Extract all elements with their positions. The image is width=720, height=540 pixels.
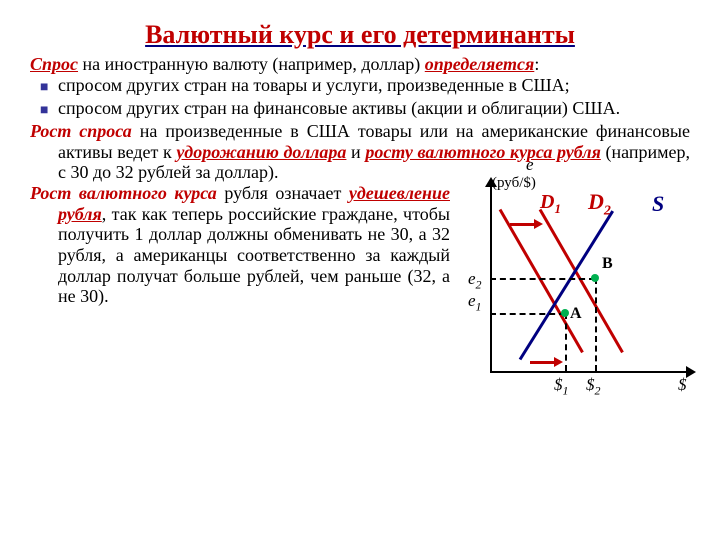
label-x2: $2 [586,375,601,398]
chart: e (руб/$) $ D1 D2 S [460,183,690,393]
lead-spros: Спрос [30,54,78,74]
x-axis [490,371,690,373]
page-title: Валютный курс и его детерминанты [30,20,690,50]
bottom-row: Рост валютного курса рубля означает удеш… [30,183,690,393]
point-a [561,309,569,317]
paragraph-3: Рост валютного курса рубля означает удеш… [30,183,450,393]
label-x1: $1 [554,375,569,398]
point-b [591,274,599,282]
label-point-a: А [570,305,582,323]
bullet-2: спросом других стран на финансовые актив… [58,98,690,119]
y-label-e: e [526,155,534,175]
p1-rest: на иностранную валюту (например, доллар) [78,54,425,74]
dash-e2 [490,278,595,280]
label-d1: D1 [540,191,561,217]
p3-a: Рост валютного курса [30,183,217,203]
paragraph-2: Рост спроса на произведенные в США товар… [30,121,690,183]
p1-det: определяется [425,54,535,74]
dash-x1 [565,313,567,371]
body-content: Спрос на иностранную валюту (например, д… [30,54,690,393]
bullet-1: спросом других стран на товары и услуги,… [58,75,690,96]
label-e2: e2 [468,269,482,292]
p2-a: Рост спроса [30,121,132,141]
label-d2: D2 [588,189,611,219]
paragraph-1: Спрос на иностранную валюту (например, д… [30,54,690,75]
bullet-list: спросом других стран на товары и услуги,… [30,75,690,119]
p2-d: и [346,142,365,162]
p2-e: росту валютного курса рубля [365,142,601,162]
label-point-b: В [602,255,613,273]
p3-b: рубля означает [217,183,349,203]
label-e1: e1 [468,291,482,314]
dash-x2 [595,278,597,371]
x-label: $ [678,375,687,395]
dash-e1 [490,313,565,315]
p1-colon: : [534,54,539,74]
demand-line-2 [539,209,624,353]
demand-line-1 [499,209,584,353]
p3-d: , так как теперь российские граждане, чт… [58,204,450,307]
x-axis-arrow [686,366,696,378]
y-label-sub: (руб/$) [492,175,536,192]
label-s: S [652,191,664,216]
p2-c: удорожанию доллара [176,142,346,162]
